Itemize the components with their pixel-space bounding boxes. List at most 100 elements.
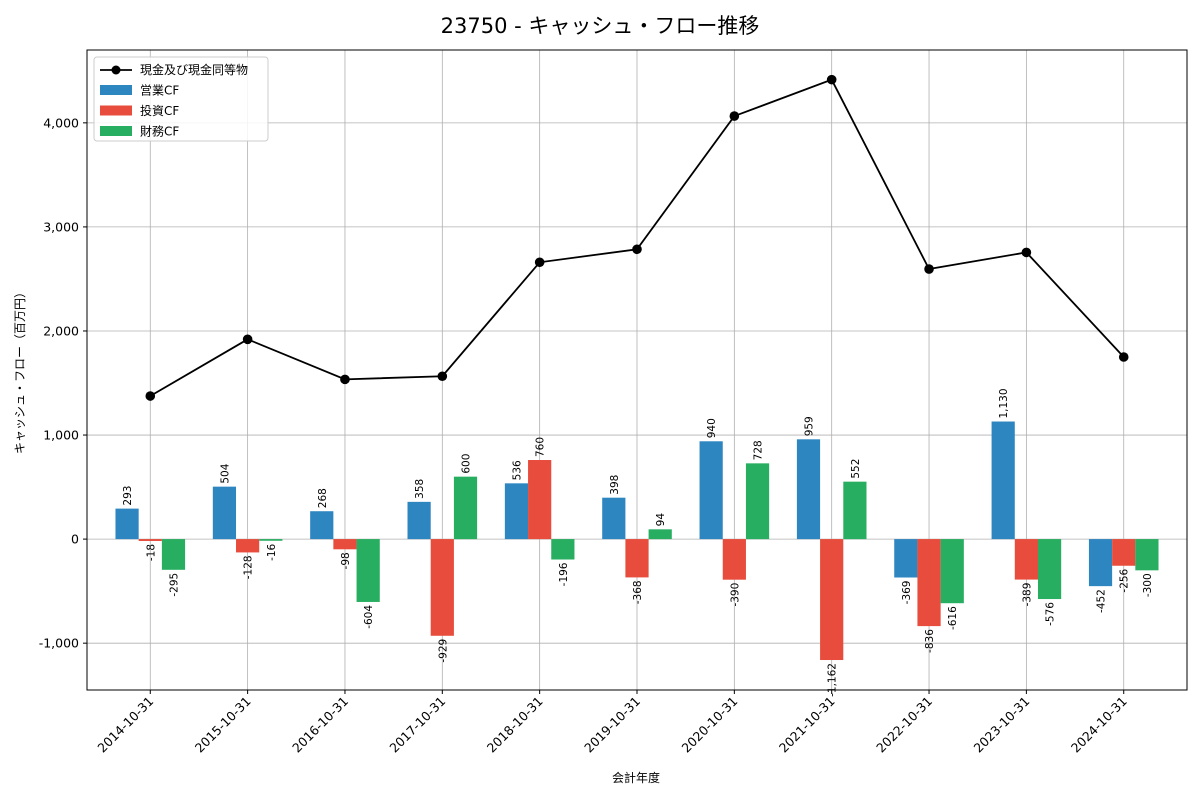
cash-line-point xyxy=(534,257,545,268)
cash-line-point xyxy=(826,74,837,85)
bar-投資CF xyxy=(528,460,552,540)
bar-財務CF xyxy=(453,476,478,540)
bar-投資CF xyxy=(820,539,844,661)
bar-data-label: -98 xyxy=(340,552,352,569)
legend-label: 投資CF xyxy=(140,103,179,118)
x-tick-label: 2016-10-31 xyxy=(289,694,351,756)
x-tick-label: 2020-10-31 xyxy=(678,694,740,756)
legend-bar-swatch xyxy=(100,105,132,116)
bar-営業CF xyxy=(212,486,237,540)
bar-data-label: -576 xyxy=(1045,602,1057,626)
bar-投資CF xyxy=(430,539,454,636)
x-tick-label: 2022-10-31 xyxy=(873,694,935,756)
bar-投資CF xyxy=(722,539,746,580)
bar-data-label: 728 xyxy=(753,440,765,460)
legend-line-marker xyxy=(111,65,121,75)
axes: -1,000 0 1,000 2,000 3,000 4,000 2014-10-31 201… xyxy=(39,49,1188,756)
x-tick-label: 2018-10-31 xyxy=(484,694,546,756)
bar-data-label: -929 xyxy=(437,639,449,663)
bar-営業CF xyxy=(602,497,626,540)
bar-data-label: -368 xyxy=(632,580,644,604)
bar-財務CF xyxy=(161,539,186,570)
x-tick-label: 2015-10-31 xyxy=(192,694,254,756)
bar-data-label: -390 xyxy=(729,583,741,607)
bar-営業CF xyxy=(894,539,918,578)
bar-財務CF xyxy=(843,481,867,540)
cash-line xyxy=(145,74,1129,401)
bar-営業CF xyxy=(991,421,1015,540)
bar-data-label: 268 xyxy=(317,488,329,508)
bar-財務CF xyxy=(551,539,575,560)
bar-data-label: -452 xyxy=(1096,589,1108,613)
bar-data-label: -196 xyxy=(558,562,570,586)
bar-営業CF xyxy=(796,439,821,540)
bar-data-label: -616 xyxy=(947,606,959,630)
x-tick-label: 2023-10-31 xyxy=(971,694,1033,756)
y-tick-label: 2,000 xyxy=(43,323,79,338)
y-tick-label: 3,000 xyxy=(43,219,79,234)
bar-財務CF xyxy=(1135,539,1159,571)
bar-data-label: -389 xyxy=(1021,583,1033,607)
legend-label: 財務CF xyxy=(140,124,179,139)
legend-bar-swatch xyxy=(100,85,132,95)
bar-data-label: -1,162 xyxy=(827,663,839,697)
y-tick-label: 0 xyxy=(71,532,79,547)
bar-営業CF xyxy=(504,483,529,540)
bar-data-label: 358 xyxy=(414,479,426,499)
bar-財務CF xyxy=(745,463,770,540)
bar-財務CF xyxy=(1037,539,1062,600)
cash-line-point xyxy=(632,244,642,255)
cash-line-point xyxy=(729,111,740,121)
y-tick-label: 1,000 xyxy=(43,428,79,443)
legend-label: 現金及び現金同等物 xyxy=(140,62,248,77)
bar-営業CF xyxy=(699,441,723,540)
cash-line-point xyxy=(145,391,156,401)
bar-data-label: 959 xyxy=(803,416,815,436)
y-axis-label: キャッシュ・フロー（百万円） xyxy=(13,286,27,454)
x-tick-label: 2019-10-31 xyxy=(581,694,643,756)
chart-title: 23750 - キャッシュ・フロー推移 xyxy=(441,14,760,38)
bar-営業CF xyxy=(407,501,431,540)
bar-財務CF xyxy=(356,539,380,602)
cash-line-point xyxy=(437,371,448,382)
bar-data-label: 940 xyxy=(706,418,718,438)
bar-data-label: -300 xyxy=(1142,573,1154,597)
bar-投資CF xyxy=(917,539,941,627)
bar-data-label: -295 xyxy=(168,573,180,597)
bar-data-label: 760 xyxy=(535,437,547,457)
y-tick-label: 4,000 xyxy=(43,115,79,130)
bar-data-label: 1,130 xyxy=(998,388,1010,418)
bar-data-label: -369 xyxy=(901,581,913,605)
bar-data-label: 600 xyxy=(461,454,473,474)
cash-line-point xyxy=(1118,352,1129,362)
bar-data-label: -256 xyxy=(1119,568,1131,592)
x-tick-label: 2021-10-31 xyxy=(776,694,838,756)
bar-data-label: 293 xyxy=(122,486,134,506)
data-labels: 293 504 268 358 536 398 940 959 -369 1,130 -452 -18… xyxy=(122,388,1154,696)
bar-営業CF xyxy=(310,511,334,540)
legend-box xyxy=(93,56,269,142)
bar-営業CF xyxy=(1088,539,1113,587)
bar-data-label: -16 xyxy=(266,543,278,560)
bar-data-label: -128 xyxy=(243,555,255,579)
bar-投資CF xyxy=(625,539,649,578)
bar-投資CF xyxy=(1112,539,1136,566)
bar-財務CF xyxy=(940,539,964,604)
cash-line-point xyxy=(242,334,253,345)
bar-data-label: 398 xyxy=(609,475,621,495)
x-tick-label: 2017-10-31 xyxy=(386,694,448,756)
bar-data-label: 552 xyxy=(850,459,862,479)
bar-投資CF xyxy=(138,539,162,541)
cash-line-point xyxy=(1021,247,1032,258)
bar-data-label: -836 xyxy=(924,629,936,653)
legend-bar-swatch xyxy=(100,126,132,136)
bars xyxy=(115,421,1159,661)
bar-data-label: 94 xyxy=(655,513,667,527)
bar-投資CF xyxy=(1014,539,1038,580)
bar-data-label: -18 xyxy=(145,544,157,561)
bar-data-label: -604 xyxy=(363,605,375,629)
y-tick-label: -1,000 xyxy=(39,636,79,651)
